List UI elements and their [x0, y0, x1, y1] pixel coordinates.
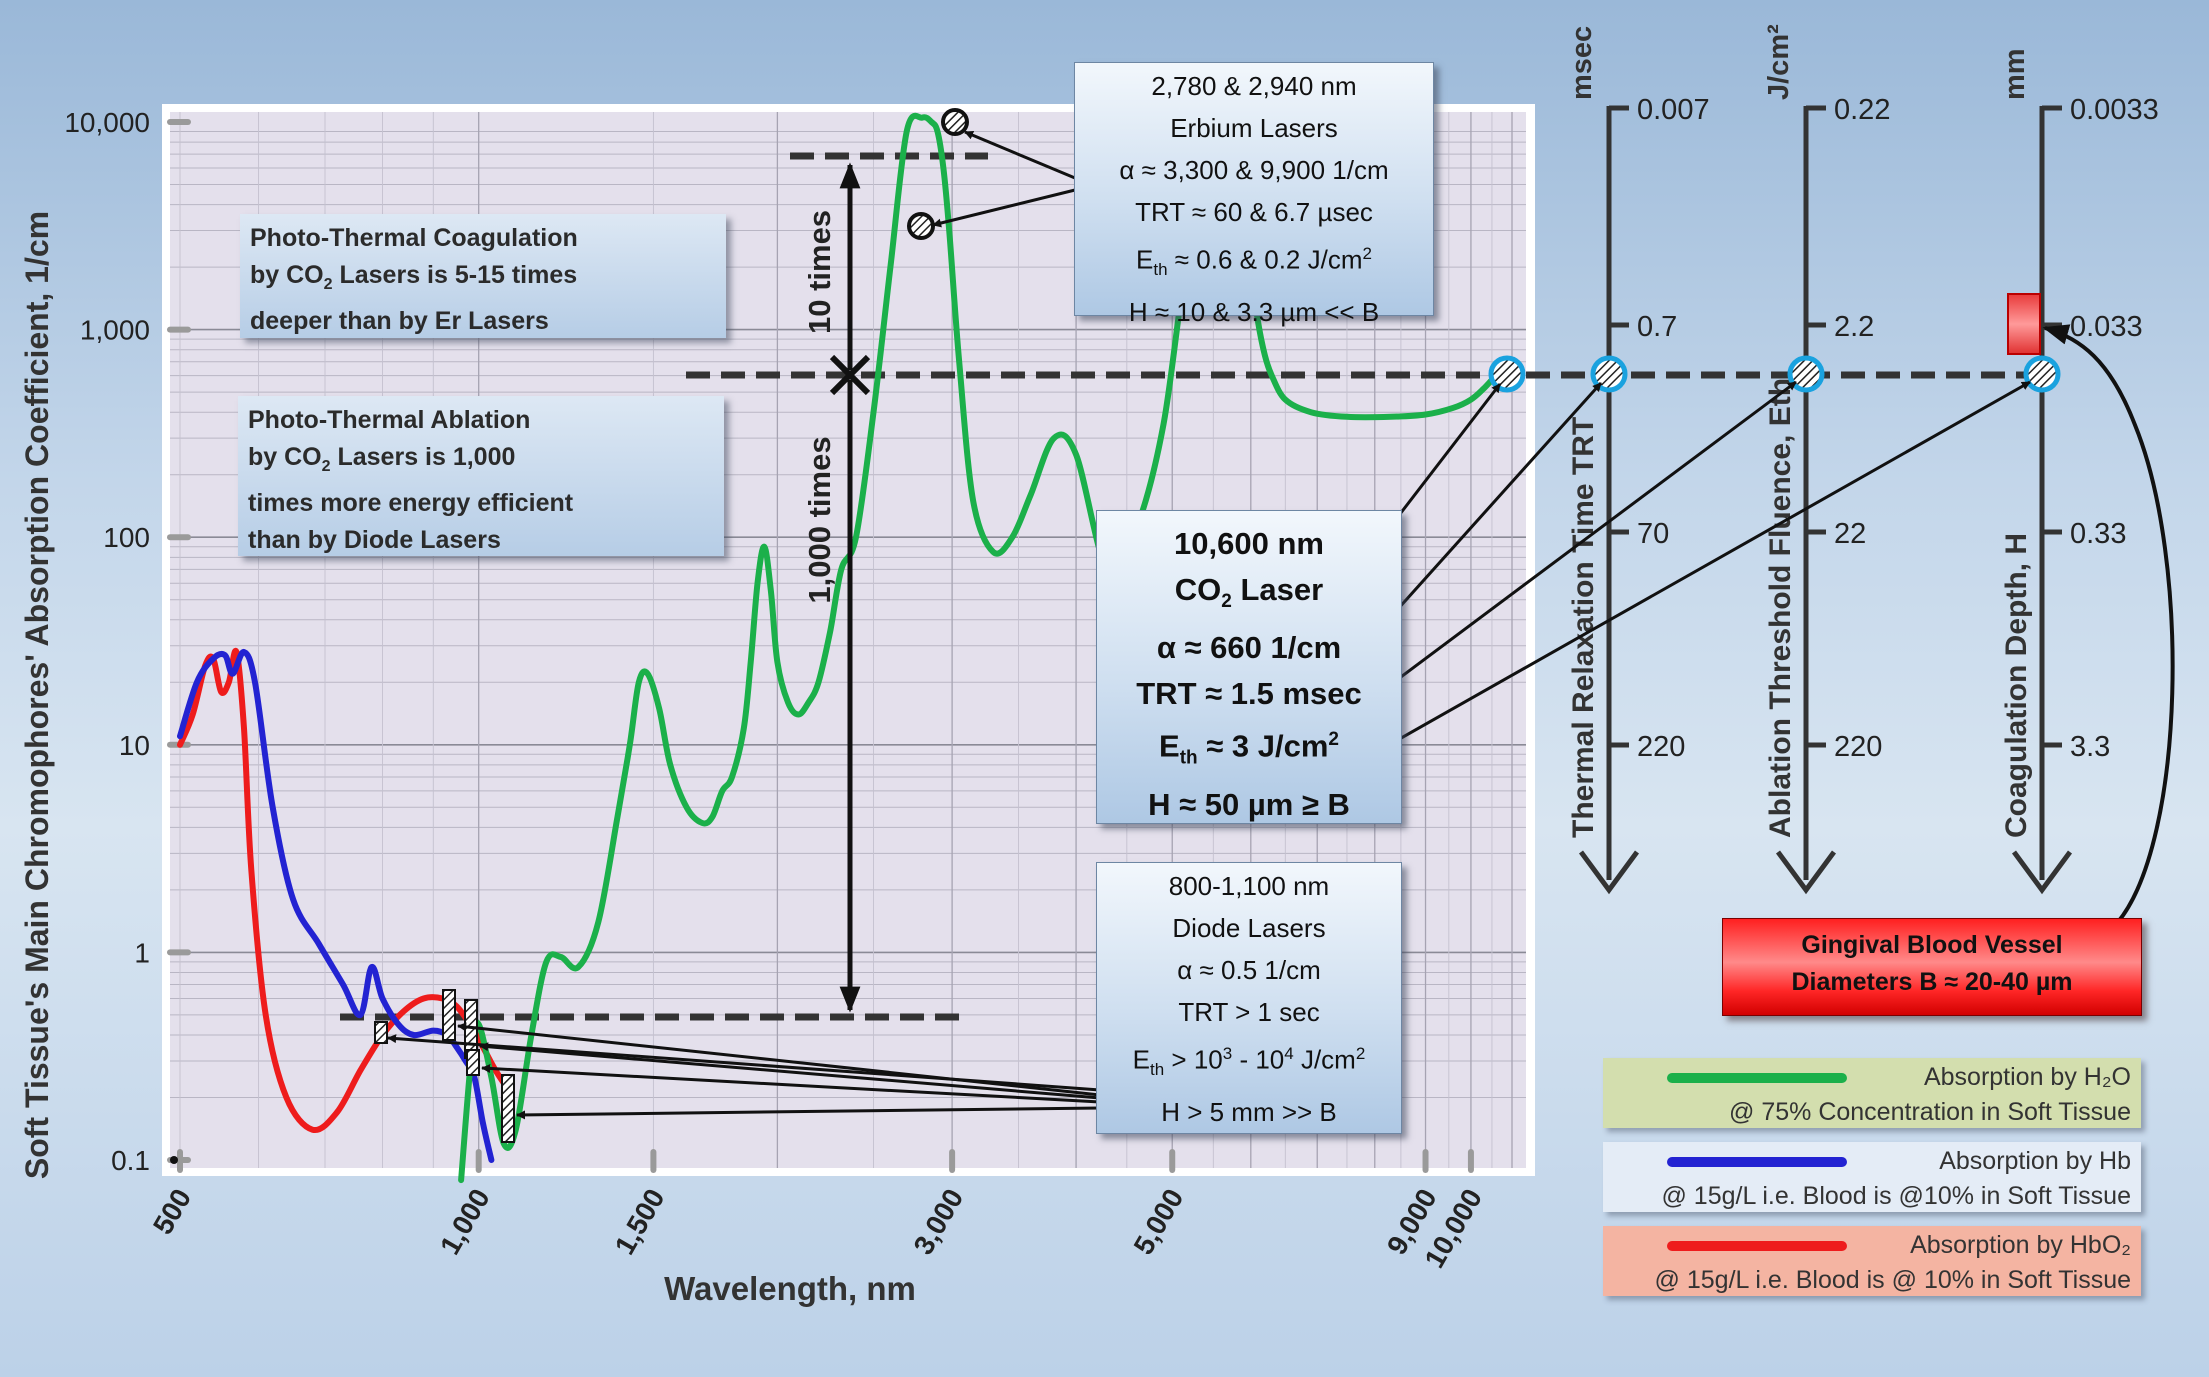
diode-line-3: α ≈ 0.5 1/cm — [1177, 955, 1321, 985]
side-axis-unit: msec — [1566, 26, 1598, 100]
y-tick-label: 10,000 — [64, 107, 150, 138]
side-axis-tick-label: 220 — [1834, 731, 1882, 763]
y-axis-title: Soft Tissue's Main Chromophores' Absorpt… — [19, 211, 55, 1179]
abl-note-line-1: Photo-Thermal Ablation — [248, 406, 531, 434]
y-tick-label: 0.1 — [111, 1145, 150, 1176]
erbium-line-2: Erbium Lasers — [1170, 113, 1338, 143]
erbium-line-4: TRT ≈ 60 & 6.7 µsec — [1135, 197, 1373, 227]
legend-h2o-line-1: Absorption by H₂O — [1923, 1063, 2131, 1091]
diode-eth-line: Eth > 103 - 104 J/cm2 — [1132, 1044, 1366, 1079]
erbium-line-1: 2,780 & 2,940 nm — [1151, 71, 1357, 101]
x-tick-label: 500 — [147, 1184, 197, 1240]
ablation-note: Photo-Thermal Ablation by CO2 Lasers is … — [238, 396, 724, 556]
erbium-markers — [907, 108, 969, 240]
diode-lasers-box: 800-1,100 nm Diode Lasers α ≈ 0.5 1/cm T… — [1096, 862, 1402, 1134]
x-tick-label: 1,500 — [609, 1184, 671, 1260]
legend-hb-swatch — [1667, 1157, 1847, 1167]
side-axis-tick-label: 22 — [1834, 518, 1866, 550]
erbium-line-3: α ≈ 3,300 & 9,900 1/cm — [1119, 155, 1389, 185]
measure-arrows: 10 times 1,000 times — [802, 162, 871, 1013]
y-tick-label: 1,000 — [80, 315, 150, 346]
gingival-vessel-box: Gingival Blood Vessel Diameters B ≈ 20-4… — [1722, 918, 2142, 1016]
side-axis-tick-label: 3.3 — [2070, 731, 2110, 763]
diode-line-6: H > 5 mm >> B — [1161, 1096, 1337, 1127]
legend-hbo2-line-1: Absorption by HbO₂ — [1910, 1231, 2131, 1259]
side-axis-title: Coagulation Depth, H — [2000, 533, 2033, 838]
abl-note-line-4: than by Diode Lasers — [248, 526, 501, 554]
series-hb-line — [177, 648, 495, 1163]
side-axis-tick-label: 0.7 — [1637, 311, 1677, 343]
side-axis-tick-label: 70 — [1637, 518, 1669, 550]
legend-h2o-swatch — [1667, 1073, 1847, 1083]
coagulation-depth-marker — [2007, 293, 2041, 355]
side-axis-arrowhead — [2011, 850, 2073, 895]
side-axis-tick-label: 0.033 — [2070, 311, 2143, 343]
series-hbo2-line — [177, 647, 511, 1134]
measure-label-10-times: 10 times — [802, 210, 837, 334]
side-axis-tick-label: 0.007 — [1637, 94, 1710, 126]
legend-hbo2-swatch — [1667, 1241, 1847, 1251]
co2-line-1: 10,600 nm — [1174, 526, 1324, 561]
abl-note-line-3: times more energy efficient — [248, 489, 574, 517]
co2-eth-line: Eth ≈ 3 J/cm2 — [1159, 728, 1339, 769]
erbium-lasers-box: 2,780 & 2,940 nm Erbium Lasers α ≈ 3,300… — [1074, 62, 1434, 327]
diode-line-2: Diode Lasers — [1172, 913, 1326, 943]
diode-line-1: 800-1,100 nm — [1168, 871, 1330, 901]
x-tick-label: 1,000 — [434, 1184, 496, 1260]
vessel-line-2: Diameters B ≈ 20-40 µm — [1791, 968, 2073, 996]
vessel-line-1: Gingival Blood Vessel — [1801, 931, 2063, 959]
x-tick-label: 5,000 — [1128, 1184, 1190, 1260]
side-axis-tick-label: 0.0033 — [2070, 94, 2159, 126]
coag-note-line-3: deeper than by Er Lasers — [250, 307, 549, 335]
side-axis-tick-label: 2.2 — [1834, 311, 1874, 343]
side-axis-arrowhead — [1578, 850, 1640, 895]
diode-line-4: TRT > 1 sec — [1178, 997, 1320, 1027]
y-axis: 0.1 1 10 100 1,000 10,000 — [64, 107, 191, 1176]
side-axis-tick-label: 220 — [1637, 731, 1685, 763]
y-tick-label: 1 — [134, 937, 150, 968]
legend-hb-line-2: @ 15g/L i.e. Blood is @10% in Soft Tissu… — [1661, 1182, 2131, 1210]
side-axis-tick-label: 0.22 — [1834, 94, 1890, 126]
side-axis-unit: J/cm² — [1763, 24, 1795, 100]
axis-origin-dot — [170, 1156, 178, 1164]
x-tick-label: 3,000 — [907, 1184, 969, 1260]
erbium-line-6: H ≈ 10 & 3.3 µm << B — [1128, 296, 1380, 327]
legend-hbo2: Absorption by HbO₂ @ 15g/L i.e. Blood is… — [1603, 1226, 2141, 1296]
side-axis-unit: mm — [1999, 48, 2031, 100]
measure-label-1000-times: 1,000 times — [802, 436, 837, 603]
co2-laser-box: 10,600 nm CO2 Laser α ≈ 660 1/cm TRT ≈ 1… — [1096, 510, 1402, 824]
co2-line-2: CO2 Laser — [1174, 572, 1324, 613]
coagulation-note: Photo-Thermal Coagulation by CO2 Lasers … — [240, 214, 726, 338]
legend-h2o-line-2: @ 75% Concentration in Soft Tissue — [1729, 1098, 2131, 1126]
side-axis-title: Ablation Threshold Fluence, Eth — [1764, 378, 1797, 838]
y-tick-label: 10 — [119, 730, 150, 761]
abl-note-line-2: by CO2 Lasers is 1,000 — [248, 443, 516, 475]
legend-h2o: Absorption by H₂O @ 75% Concentration in… — [1603, 1058, 2141, 1128]
co2-line-4: TRT ≈ 1.5 msec — [1136, 676, 1362, 712]
x-axis-title: Wavelength, nm — [664, 1270, 916, 1307]
side-axis-tick-label: 0.33 — [2070, 518, 2126, 550]
co2-line-3: α ≈ 660 1/cm — [1156, 630, 1342, 666]
coag-note-line-1: Photo-Thermal Coagulation — [250, 224, 578, 252]
erbium-eth-line: Eth ≈ 0.6 & 0.2 J/cm2 — [1136, 244, 1372, 279]
y-tick-label: 100 — [103, 522, 150, 553]
side-axis-arrowhead — [1775, 850, 1837, 895]
co2-line-6: H ≈ 50 µm ≥ B — [1148, 786, 1350, 822]
co2-markers — [1488, 355, 2061, 393]
legend-hb-line-1: Absorption by Hb — [1939, 1147, 2131, 1175]
legend-hb: Absorption by Hb @ 15g/L i.e. Blood is @… — [1603, 1142, 2141, 1212]
coag-note-line-2: by CO2 Lasers is 5-15 times — [250, 261, 578, 293]
legend-hbo2-line-2: @ 15g/L i.e. Blood is @ 10% in Soft Tiss… — [1654, 1266, 2131, 1294]
